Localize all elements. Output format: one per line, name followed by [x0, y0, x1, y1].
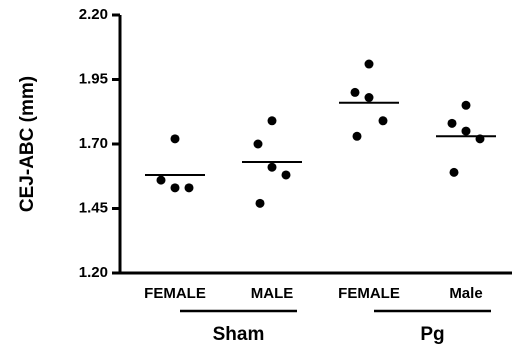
data-point: [255, 198, 265, 208]
data-point: [170, 134, 180, 144]
data-point: [267, 162, 277, 172]
group-label: Sham: [213, 324, 265, 345]
data-point: [461, 126, 471, 136]
data-point: [350, 87, 360, 97]
data-point: [281, 170, 291, 180]
x-tick-label: FEMALE: [144, 285, 206, 302]
y-axis-title: CEJ-ABC (mm): [17, 76, 38, 212]
x-tick-label: FEMALE: [338, 285, 400, 302]
data-point: [253, 139, 263, 149]
data-point: [447, 118, 457, 128]
data-point: [364, 59, 374, 69]
group-label: Pg: [420, 324, 444, 345]
y-tick-label: 2.20: [79, 6, 108, 23]
y-tick-label: 1.95: [79, 70, 108, 87]
data-point: [352, 131, 362, 141]
data-point: [156, 175, 166, 185]
data-point: [170, 183, 180, 193]
data-point: [378, 116, 388, 126]
data-point: [267, 116, 277, 126]
data-point: [364, 93, 374, 103]
y-tick-label: 1.70: [79, 135, 108, 152]
data-point: [184, 183, 194, 193]
x-tick-label: Male: [449, 285, 482, 302]
x-tick-label: MALE: [251, 285, 294, 302]
data-point: [461, 100, 471, 110]
y-tick-label: 1.20: [79, 264, 108, 281]
y-tick-label: 1.45: [79, 199, 108, 216]
data-point: [449, 167, 459, 177]
